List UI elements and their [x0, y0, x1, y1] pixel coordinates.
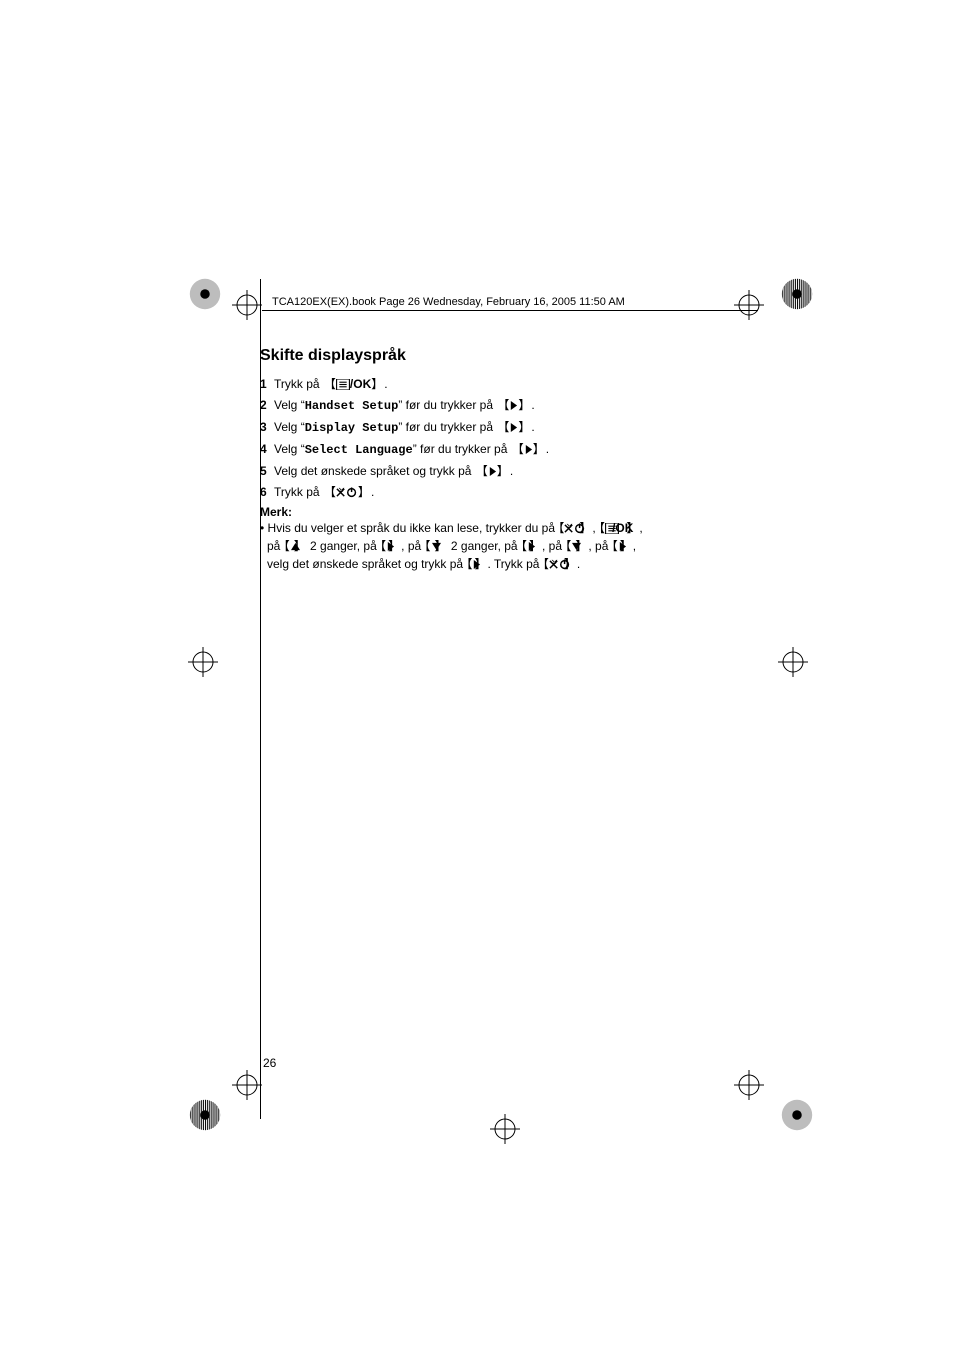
step-3: 3Velg “Display Setup” før du trykker på … [260, 418, 760, 437]
down-arrow-icon [571, 542, 582, 551]
right-arrow-icon [509, 400, 518, 411]
step-2: 2Velg “Handset Setup” før du trykker på … [260, 396, 760, 415]
right-arrow-icon [524, 444, 533, 455]
note-label: Merk: [260, 505, 760, 519]
menu-path-text: Display Setup [305, 421, 399, 435]
note-body: • Hvis du velger et språk du ikke kan le… [260, 519, 760, 573]
right-button [496, 418, 531, 436]
right-arrow-icon [527, 541, 536, 552]
page-title: Skifte displayspråk [260, 347, 760, 365]
power-off-icon [336, 487, 358, 498]
power-off-button [323, 483, 371, 501]
step-number: 4 [260, 440, 274, 458]
crosshair-bottom-mid [490, 1114, 520, 1144]
menu-ok-button: /OK [323, 375, 384, 393]
crosshair-mid-right [778, 647, 808, 677]
steps-list: 1Trykk på /OK.2Velg “Handset Setup” før … [260, 375, 760, 501]
right-button [475, 462, 510, 480]
right-button [521, 537, 542, 555]
down-button [565, 537, 588, 555]
power-off-icon [549, 559, 571, 570]
step-text: Velg “Select Language” før du trykker på… [274, 440, 760, 459]
step-6: 6Trykk på . [260, 483, 760, 501]
up-button [284, 537, 307, 555]
content-area: Skifte displayspråk 1Trykk på /OK.2Velg … [260, 275, 760, 573]
regmark-bottom-left [186, 1096, 224, 1134]
right-arrow-icon [472, 559, 481, 570]
step-5: 5Velg det ønskede språket og trykk på . [260, 462, 760, 480]
step-text: Trykk på /OK. [274, 375, 760, 393]
up-arrow-icon [290, 542, 301, 551]
power-off-icon [564, 523, 586, 534]
step-text: Velg “Handset Setup” før du trykker på . [274, 396, 760, 415]
step-number: 6 [260, 483, 274, 501]
crosshair-bottom-left [232, 1070, 262, 1100]
regmark-top-right [778, 275, 816, 313]
power-off-button [558, 519, 592, 537]
step-number: 1 [260, 375, 274, 393]
crosshair-mid-left [188, 647, 218, 677]
step-1: 1Trykk på /OK. [260, 375, 760, 393]
down-button [425, 537, 448, 555]
power-off-button [543, 555, 577, 573]
page-number: 26 [263, 1056, 276, 1070]
right-button [612, 537, 633, 555]
right-button [511, 440, 546, 458]
right-arrow-icon [488, 466, 497, 477]
step-text: Trykk på . [274, 483, 760, 501]
regmark-bottom-right [778, 1096, 816, 1134]
menu-path-text: Handset Setup [305, 399, 399, 413]
right-arrow-icon [618, 541, 627, 552]
right-button [496, 396, 531, 414]
right-arrow-icon [509, 422, 518, 433]
menu-path-text: Select Language [305, 443, 413, 457]
step-number: 2 [260, 396, 274, 414]
step-number: 5 [260, 462, 274, 480]
right-arrow-icon [386, 541, 395, 552]
step-text: Velg “Display Setup” før du trykker på . [274, 418, 760, 437]
right-button [466, 555, 487, 573]
step-number: 3 [260, 418, 274, 436]
step-4: 4Velg “Select Language” før du trykker p… [260, 440, 760, 459]
regmark-top-left [186, 275, 224, 313]
ok-label: /OK [619, 519, 633, 537]
ok-label: /OK [350, 375, 371, 393]
step-text: Velg det ønskede språket og trykk på . [274, 462, 760, 480]
menu-icon [336, 379, 350, 390]
menu-ok-button: /OK [599, 519, 639, 537]
down-arrow-icon [431, 542, 442, 551]
right-button [380, 537, 401, 555]
crosshair-top-left [232, 290, 262, 320]
crosshair-bottom-right [734, 1070, 764, 1100]
